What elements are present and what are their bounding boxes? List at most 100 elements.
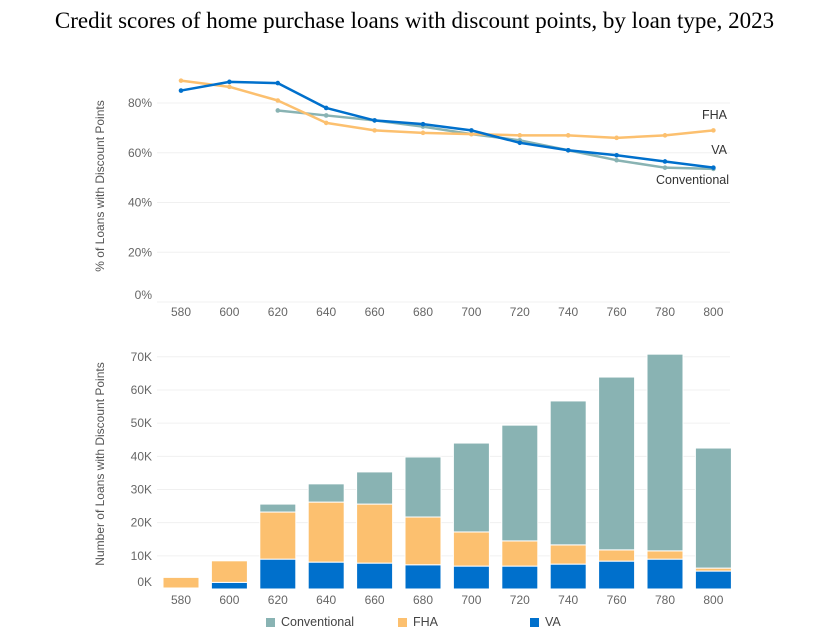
y-tick-label: 50K (131, 416, 152, 430)
data-point[interactable] (662, 165, 668, 170)
data-point[interactable] (565, 147, 571, 153)
bar-segment-fha[interactable] (210, 560, 248, 583)
legend-swatch-conventional-icon (266, 617, 275, 627)
x-tick-label: 740 (558, 305, 578, 319)
data-point[interactable] (178, 88, 184, 93)
data-point[interactable] (517, 133, 523, 138)
bar-segment-fha[interactable] (356, 503, 394, 564)
x-tick-label: 780 (655, 593, 675, 607)
data-point[interactable] (275, 98, 281, 103)
bar-segment-va[interactable] (598, 560, 636, 590)
x-tick-label: 700 (461, 593, 481, 607)
y-axis-title: Number of Loans with Discount Points (93, 362, 107, 565)
bar-segment-fha[interactable] (646, 550, 684, 560)
y-tick-label: 0% (135, 288, 153, 302)
x-tick-label: 720 (510, 593, 530, 607)
series-label-fha: FHA (702, 108, 728, 122)
series-label-va: VA (711, 143, 727, 157)
bar-segment-va[interactable] (307, 561, 345, 590)
data-point[interactable] (227, 79, 232, 85)
x-tick-label: 620 (268, 305, 288, 319)
data-point[interactable] (711, 165, 716, 170)
x-tick-label: 660 (365, 593, 385, 607)
bar-segment-fha[interactable] (501, 540, 539, 567)
bar-segment-conventional[interactable] (452, 442, 490, 533)
data-point[interactable] (323, 113, 329, 118)
bar-segment-fha[interactable] (598, 549, 636, 562)
data-point[interactable] (614, 157, 619, 163)
y-tick-label: 40% (128, 196, 152, 210)
bar-segment-fha[interactable] (307, 501, 345, 563)
y-tick-label: 30K (131, 482, 152, 496)
line-series-fha[interactable] (180, 79, 714, 140)
legend-item-conventional[interactable]: Conventional (266, 615, 354, 629)
bar-segment-va[interactable] (694, 570, 732, 590)
bar-segment-conventional[interactable] (404, 456, 442, 518)
x-tick-label: 600 (219, 305, 239, 319)
x-tick-label: 720 (510, 305, 530, 319)
bar-segment-va[interactable] (356, 562, 394, 590)
data-point[interactable] (469, 128, 474, 133)
data-point[interactable] (227, 84, 232, 90)
x-tick-label: 740 (558, 593, 578, 607)
data-point[interactable] (420, 130, 426, 136)
bar-segment-conventional[interactable] (259, 503, 297, 513)
legend-item-fha[interactable]: FHA (398, 615, 438, 629)
x-tick-label: 660 (365, 305, 385, 319)
legend-swatch-fha-icon (398, 617, 407, 627)
bar-segment-va[interactable] (549, 563, 587, 590)
bar-segment-conventional[interactable] (598, 376, 636, 551)
bar-segment-fha[interactable] (162, 576, 200, 589)
data-point[interactable] (662, 159, 668, 164)
data-point[interactable] (565, 133, 571, 138)
legend-item-va[interactable]: VA (530, 615, 561, 629)
bar-segment-fha[interactable] (549, 544, 587, 565)
bar-segment-va[interactable] (404, 564, 442, 590)
x-tick-label: 800 (703, 305, 723, 319)
bar-segment-fha[interactable] (452, 531, 490, 567)
x-tick-label: 620 (268, 593, 288, 607)
bar-segment-va[interactable] (452, 565, 490, 590)
legend-swatch-va-icon (530, 617, 539, 627)
data-point[interactable] (275, 108, 281, 113)
bar-segment-conventional[interactable] (307, 483, 345, 503)
data-point[interactable] (517, 140, 523, 146)
line-series-va[interactable] (180, 80, 714, 169)
bar-segment-conventional[interactable] (549, 400, 587, 546)
data-point[interactable] (662, 133, 668, 138)
bar-segment-va[interactable] (210, 581, 248, 590)
data-point[interactable] (420, 121, 426, 127)
bar-segment-conventional[interactable] (501, 424, 539, 542)
data-point[interactable] (275, 80, 281, 86)
bar-segment-va[interactable] (501, 565, 539, 590)
legend-label: FHA (413, 615, 438, 629)
bar-segment-conventional[interactable] (694, 447, 732, 569)
x-tick-label: 640 (316, 305, 336, 319)
data-point[interactable] (323, 105, 329, 111)
data-point[interactable] (711, 128, 716, 133)
y-tick-label: 10K (131, 549, 152, 563)
x-tick-label: 640 (316, 593, 336, 607)
bar-segment-fha[interactable] (404, 516, 442, 566)
legend-label: Conventional (281, 615, 354, 629)
data-point[interactable] (469, 131, 474, 137)
bar-segment-va[interactable] (162, 587, 200, 590)
data-point[interactable] (614, 152, 619, 158)
legend: Conventional FHA VA (0, 615, 829, 633)
y-tick-label: 60% (128, 146, 152, 160)
bar-segment-va[interactable] (259, 558, 297, 590)
data-point[interactable] (323, 120, 329, 126)
bar-segment-conventional[interactable] (646, 353, 684, 552)
data-point[interactable] (372, 128, 377, 133)
x-tick-label: 580 (171, 305, 191, 319)
y-tick-label: 70K (131, 350, 152, 364)
chart-title: Credit scores of home purchase loans wit… (54, 8, 775, 33)
data-point[interactable] (614, 135, 619, 141)
bar-segment-fha[interactable] (259, 511, 297, 560)
bar-segment-conventional[interactable] (356, 471, 394, 505)
data-point[interactable] (178, 78, 184, 83)
x-tick-label: 680 (413, 593, 433, 607)
bar-segment-fha[interactable] (694, 567, 732, 572)
bar-segment-va[interactable] (646, 558, 684, 590)
data-point[interactable] (372, 118, 377, 123)
